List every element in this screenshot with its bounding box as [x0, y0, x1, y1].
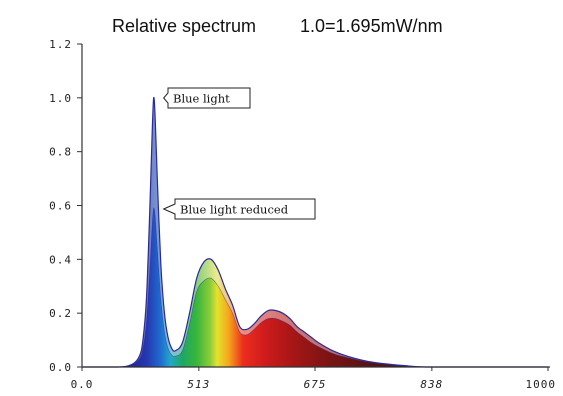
x-tick-label: 838 — [420, 378, 443, 391]
callout-blue-light-reduced: Blue light reduced — [162, 198, 316, 220]
y-tick-label: 1.0 — [49, 92, 72, 105]
x-axis-ticks: 0.0 513 675 838 1000 — [71, 367, 557, 391]
callout-label: Blue light reduced — [180, 203, 289, 217]
series-line-blue-light — [82, 96, 548, 368]
x-tick-label: 513 — [187, 378, 210, 391]
callout-box — [162, 198, 316, 220]
series-line-blue-light-reduced — [82, 207, 548, 368]
annotations: Blue light Blue light reduced — [162, 87, 316, 220]
y-tick-label: 0.4 — [49, 253, 72, 266]
callout-label: Blue light — [173, 92, 230, 106]
series-layer — [82, 96, 548, 368]
axes: 0.0 0.2 0.4 0.6 0.8 1.0 1.2 0.0 513 675 838 1000 — [49, 38, 557, 391]
chart-subtitle: 1.0=1.695mW/nm — [300, 16, 443, 36]
chart-title: Relative spectrum — [112, 16, 256, 36]
y-tick-label: 0.0 — [49, 361, 72, 374]
y-tick-label: 0.6 — [49, 200, 72, 213]
y-axis-ticks: 0.0 0.2 0.4 0.6 0.8 1.0 1.2 — [49, 38, 82, 374]
y-tick-label: 1.2 — [49, 38, 72, 51]
callout-blue-light: Blue light — [163, 87, 251, 109]
y-tick-label: 0.8 — [49, 146, 72, 159]
callout-box — [163, 87, 251, 109]
x-tick-label: 0.0 — [71, 378, 94, 391]
series-area-blue-light-reduced — [82, 207, 548, 367]
x-tick-label: 1000 — [526, 378, 557, 391]
x-tick-label: 675 — [304, 378, 327, 391]
y-tick-label: 0.2 — [49, 307, 72, 320]
